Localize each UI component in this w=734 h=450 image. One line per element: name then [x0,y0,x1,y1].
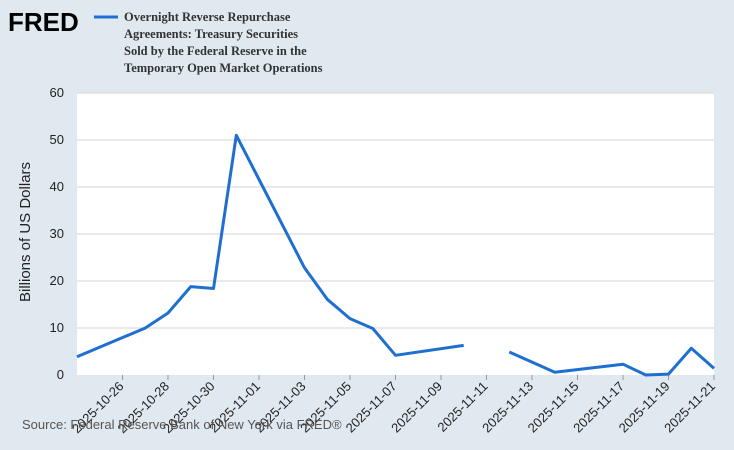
y-tick-label-0: 0 [57,367,64,382]
data-point-2025-10-28 [167,311,170,314]
series-line-segment-2 [508,346,715,377]
fred-logo: FRED [8,7,79,37]
y-tick-label-60: 60 [50,85,64,100]
source-note: Source: Federal Reserve Bank of New York… [22,417,342,432]
gridlines [77,92,714,329]
data-point-2025-11-21 [713,367,716,370]
data-point-2025-10-24 [76,355,79,358]
legend-label-line-2: Agreements: Treasury Securities [124,27,298,41]
data-point-2025-11-06 [371,327,374,330]
data-point-2025-10-27 [144,327,147,330]
legend-label-line-4: Temporary Open Market Operations [124,61,323,75]
data-point-2025-11-19 [667,373,670,376]
data-point-2025-11-14 [553,371,556,374]
data-point-2025-11-18 [644,374,647,377]
data-point-2025-10-30 [212,287,215,290]
data-point-2025-11-12 [508,350,511,353]
y-axis-ticks: 0 10 20 30 40 50 60 [50,85,64,382]
data-point-2025-11-17 [622,363,625,366]
data-point-2025-10-29 [189,285,192,288]
legend-label-line-1: Overnight Reverse Repurchase [124,10,291,24]
y-tick-label-10: 10 [50,320,64,335]
data-point-2025-11-03 [303,266,306,269]
data-point-2025-11-07 [394,354,397,357]
data-point-2025-11-04 [326,298,329,301]
series-line-segment-1 [76,133,464,359]
y-tick-label-40: 40 [50,179,64,194]
data-point-2025-10-31 [235,134,238,137]
y-tick-label-50: 50 [50,132,64,147]
series-line-group [76,133,716,377]
data-point-2025-11-20 [690,347,693,350]
legend-label-line-3: Sold by the Federal Reserve in the [124,44,307,58]
data-point-2025-11-05 [349,317,352,320]
y-tick-label-20: 20 [50,273,64,288]
y-axis-label: Billions of US Dollars [17,162,34,302]
data-point-2025-11-10 [462,344,465,347]
y-tick-label-30: 30 [50,226,64,241]
